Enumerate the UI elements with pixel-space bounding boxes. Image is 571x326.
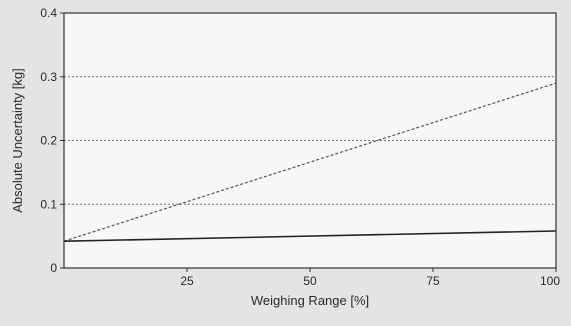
x-tick-label: 100	[540, 274, 560, 288]
y-tick-label: 0.3	[40, 70, 57, 84]
y-tick-label: 0	[50, 261, 57, 275]
series-line-2	[63, 230, 557, 242]
x-axis-title: Weighing Range [%]	[251, 293, 369, 308]
x-tick-label: 50	[303, 274, 317, 288]
grid-lines	[64, 76, 556, 205]
y-tick-label: 0.4	[40, 6, 57, 20]
y-tick-label: 0.1	[40, 197, 57, 211]
series-lines	[63, 82, 557, 242]
y-axis-title: Absolute Uncertainty [kg]	[10, 68, 25, 213]
x-tick-label: 75	[426, 274, 440, 288]
tick-marks	[60, 12, 557, 272]
x-tick-label: 25	[180, 274, 194, 288]
tick-labels: 0 0.1 0.2 0.3 0.4 25 50 75 100	[40, 6, 560, 288]
series-line-1	[63, 82, 557, 242]
y-tick-label: 0.2	[40, 134, 57, 148]
